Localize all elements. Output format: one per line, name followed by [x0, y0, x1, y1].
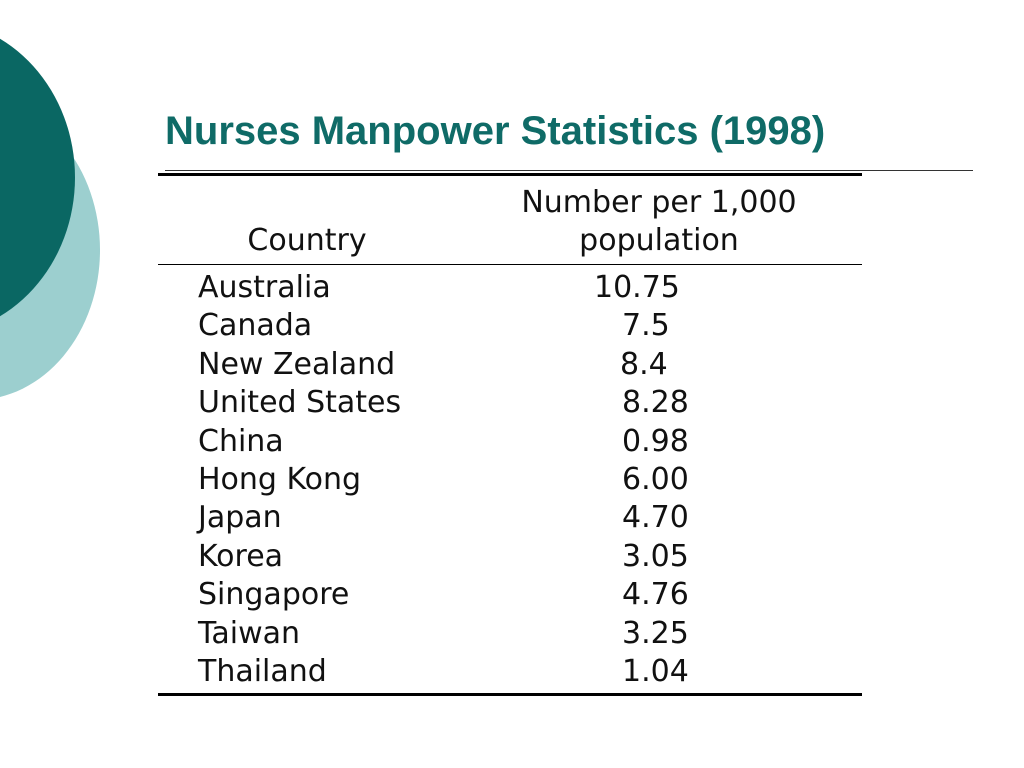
table-row: China 0.98: [158, 423, 862, 461]
header-row: Country Number per 1,000 population: [158, 173, 862, 265]
value-cell: 1.04: [456, 653, 862, 697]
table-body: Australia 10.75 Canada 7.5 New Zealand 8.4 Uni…: [158, 265, 862, 697]
country-cell: Canada: [198, 308, 313, 344]
value-cell: 10.75: [594, 270, 680, 305]
value-cell: 3.25: [622, 615, 689, 651]
value-cell: 8.4: [620, 346, 668, 382]
table-row: Japan 4.70: [158, 499, 862, 537]
value-cell: 4.76: [622, 577, 689, 613]
table-row: Canada 7.5: [158, 307, 862, 345]
table-row: New Zealand 8.4: [158, 346, 862, 384]
column-header-value: Number per 1,000 population: [456, 173, 862, 265]
country-cell: China: [198, 423, 284, 459]
title-divider: [165, 170, 973, 171]
country-cell: Korea: [198, 538, 284, 574]
value-cell: 7.5: [622, 308, 670, 344]
table-header: Country Number per 1,000 population: [158, 173, 862, 265]
country-cell: New Zealand: [198, 346, 396, 382]
table-row: Taiwan 3.25: [158, 615, 862, 653]
table-row: Hong Kong 6.00: [158, 461, 862, 499]
table-row: Thailand 1.04: [158, 653, 862, 697]
table-row: Australia 10.75: [158, 265, 862, 308]
country-cell: Thailand: [158, 653, 456, 697]
value-cell: 3.05: [622, 538, 689, 574]
column-header-country: Country: [158, 173, 456, 265]
table-row: Korea 3.05: [158, 538, 862, 576]
country-cell: Singapore: [198, 577, 350, 613]
column-header-value-line2: population: [579, 223, 739, 258]
statistics-table: Country Number per 1,000 population Aust…: [158, 173, 862, 697]
table-row: United States 8.28: [158, 384, 862, 422]
country-cell: Hong Kong: [198, 462, 362, 498]
country-cell: United States: [198, 385, 402, 421]
value-cell: 0.98: [622, 423, 689, 459]
value-cell: 4.70: [622, 500, 689, 536]
country-cell: Japan: [198, 500, 282, 536]
column-header-value-line1: Number per 1,000: [521, 185, 797, 220]
country-cell: Taiwan: [198, 615, 301, 651]
table-row: Singapore 4.76: [158, 576, 862, 614]
value-cell: 6.00: [622, 462, 689, 498]
country-cell: Australia: [198, 270, 331, 305]
slide-title: Nurses Manpower Statistics (1998): [165, 109, 826, 153]
value-cell: 8.28: [622, 385, 689, 421]
